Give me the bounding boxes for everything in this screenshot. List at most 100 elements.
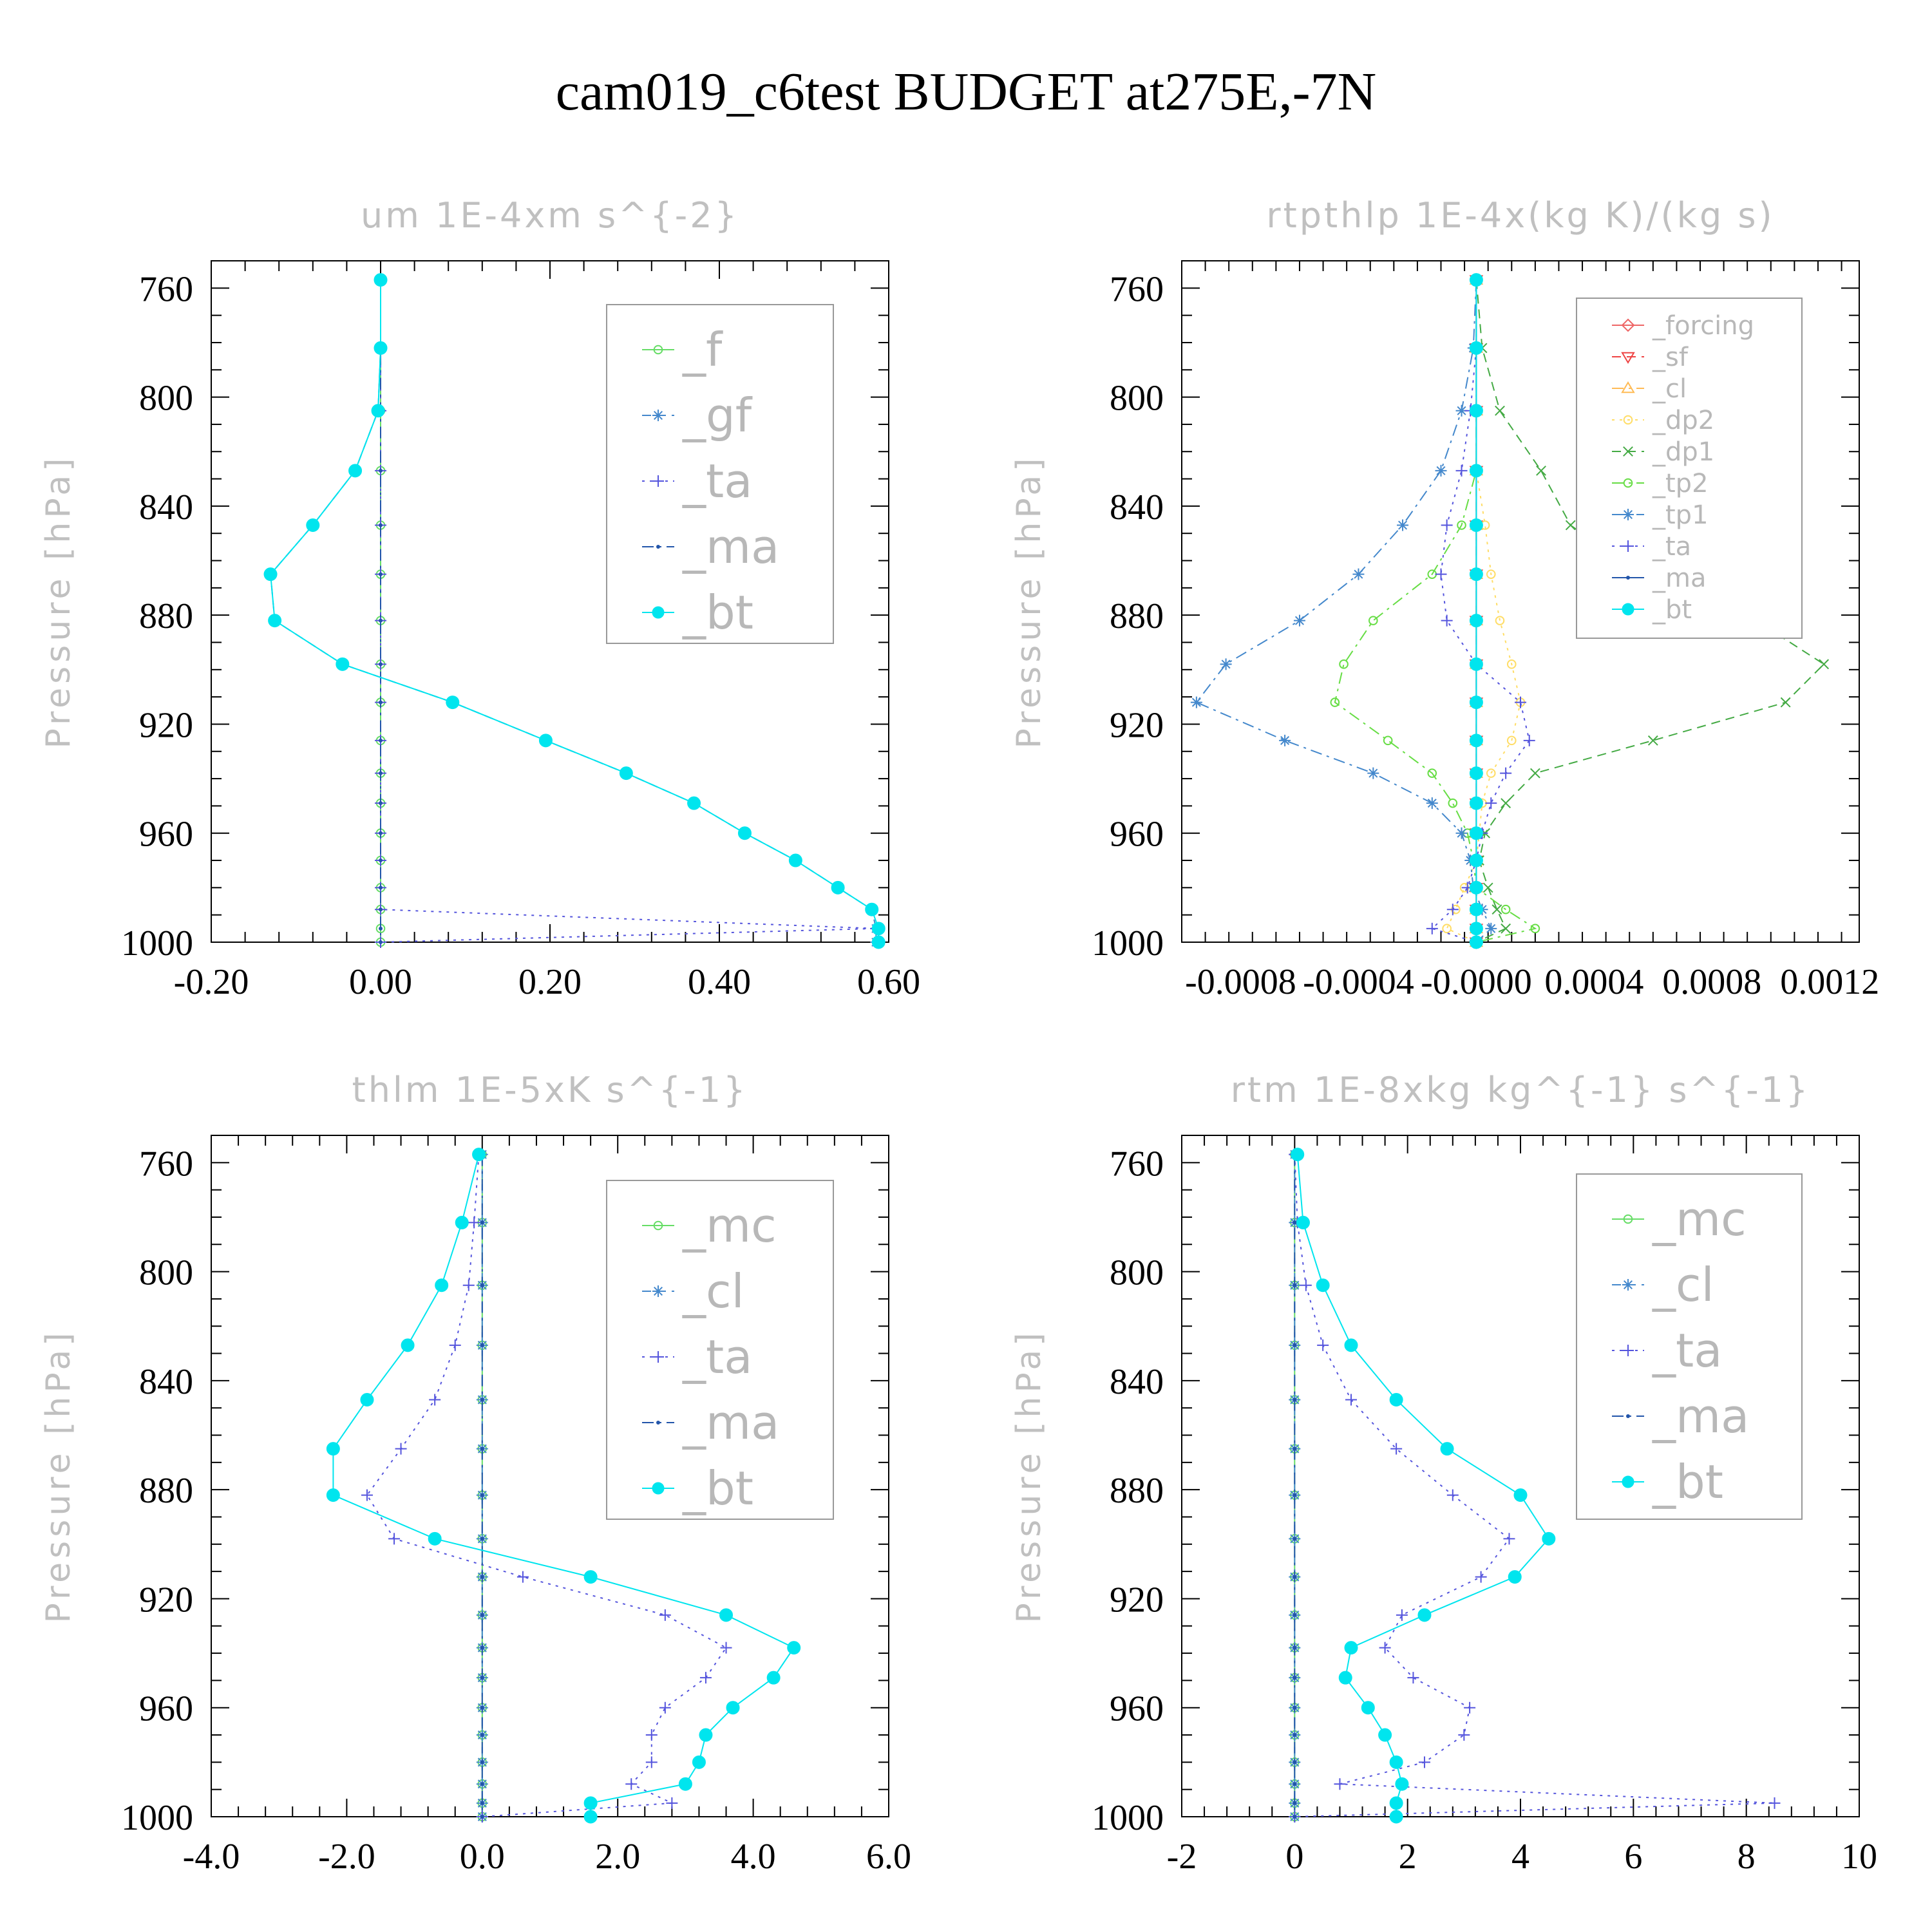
data-point [1506, 735, 1517, 746]
x-tick-label: 10 [1841, 1837, 1877, 1877]
data-point [1441, 519, 1453, 531]
panel-1: um 1E-4xm s^{-2} Pressure [hPa] 760 800 840 8… [39, 195, 920, 1002]
data-point [379, 926, 383, 931]
y-axis-label: Pressure [hPa] [39, 1329, 78, 1624]
data-point [1501, 904, 1511, 914]
x-tick-label: -4.0 [183, 1837, 240, 1877]
panel-title: rtpthlp 1E-4x(kg K)/(kg s) [1266, 195, 1774, 236]
data-point [766, 1671, 781, 1685]
legend-marker [653, 1220, 663, 1231]
x-tick-label: 0.0012 [1780, 962, 1879, 1002]
legend-marker [652, 410, 664, 421]
data-point [831, 880, 845, 895]
data-point [1530, 923, 1540, 934]
data-point [1515, 696, 1526, 708]
data-point [1469, 734, 1483, 748]
legend-label: _ta [1652, 532, 1691, 562]
data-point [1464, 1701, 1476, 1714]
figure-title: cam019_c6test BUDGET at275E,-7N [556, 62, 1377, 122]
x-tick-label: 6.0 [866, 1837, 911, 1877]
plot-frame [211, 1135, 889, 1817]
data-point [1500, 767, 1512, 779]
data-point [1469, 614, 1483, 628]
legend-box [1576, 1173, 1803, 1520]
data-point [1819, 659, 1830, 670]
data-point [480, 1446, 484, 1451]
data-point [1417, 1608, 1432, 1622]
data-point [1536, 465, 1546, 476]
legend-label: _dp2 [1652, 406, 1714, 435]
data-point [1293, 614, 1305, 627]
data-point [1458, 1729, 1470, 1741]
data-point [480, 1782, 484, 1786]
data-point [1300, 1279, 1312, 1291]
data-point [1293, 1397, 1297, 1402]
x-tick-label: -0.0000 [1421, 962, 1532, 1002]
data-point [1446, 904, 1459, 916]
data-point [1330, 697, 1340, 707]
data-point [480, 1493, 484, 1497]
data-point [625, 1778, 638, 1790]
legend-label: _ta [682, 454, 752, 508]
y-tick-label: 920 [1110, 705, 1164, 745]
data-point [472, 1148, 486, 1162]
data-point [449, 1339, 461, 1351]
panel-title: thlm 1E-5xK s^{-1} [352, 1070, 748, 1110]
data-point [1344, 1338, 1358, 1352]
series-group [1190, 272, 1830, 949]
y-tick-label: 760 [1110, 269, 1164, 309]
y-tick-label: 1000 [121, 923, 193, 963]
data-point [659, 1609, 671, 1621]
data-point [1441, 614, 1453, 627]
data-point [1293, 1537, 1297, 1541]
legend-marker [656, 545, 660, 549]
series-group [326, 1148, 801, 1824]
legend-marker [1623, 1214, 1633, 1224]
data-point [401, 1338, 415, 1352]
series-group [263, 273, 886, 949]
legend-item: _ma [1612, 1389, 1749, 1443]
data-point [1440, 1442, 1454, 1456]
data-point [480, 1343, 484, 1347]
data-point [1469, 796, 1483, 810]
y-tick-label: 1000 [121, 1798, 193, 1838]
data-point [1293, 1676, 1297, 1680]
legend: _forcing_sf_cl_dp2_dp1_tp2_tp1_ta_ma_bt [1576, 298, 1803, 639]
data-point [1469, 853, 1483, 867]
data-point [1293, 1575, 1297, 1579]
legend-marker [1622, 540, 1634, 552]
legend-label: _bt [682, 1461, 753, 1515]
data-point [1296, 1215, 1310, 1229]
legend-marker [1622, 1345, 1634, 1356]
data-point [360, 1393, 374, 1407]
panel-title: um 1E-4xm s^{-2} [361, 195, 739, 236]
x-tick-label: 0.0004 [1544, 962, 1643, 1002]
data-point [1501, 923, 1511, 934]
data-point [268, 614, 282, 628]
legend-label: _cl [682, 1264, 744, 1318]
legend-marker [1621, 318, 1635, 332]
data-point [1293, 1645, 1297, 1650]
y-tick-label: 920 [1110, 1580, 1164, 1620]
data-point [1291, 1148, 1305, 1162]
legend-label: _f [682, 323, 723, 377]
data-point [1455, 464, 1468, 477]
data-point [1506, 659, 1517, 669]
y-tick-label: 800 [139, 379, 193, 419]
x-tick-label: 8 [1738, 1837, 1756, 1877]
data-point [1469, 696, 1483, 710]
legend-item: _mc [642, 1198, 777, 1253]
data-point [1426, 922, 1438, 934]
legend-item: _cl [642, 1264, 744, 1318]
data-point [1352, 568, 1365, 580]
y-axis-label: Pressure [hPa] [1010, 455, 1048, 749]
data-point [1457, 520, 1466, 530]
x-tick-label: 4 [1511, 1837, 1530, 1877]
data-point [1378, 1728, 1392, 1742]
y-tick-label: 840 [1110, 488, 1164, 527]
legend-label: _cl [1652, 374, 1687, 404]
legend-item: _ta [1612, 1323, 1722, 1378]
series-group [1289, 1148, 1781, 1824]
data-point [480, 1645, 484, 1650]
y-tick-label: 920 [139, 1580, 193, 1620]
